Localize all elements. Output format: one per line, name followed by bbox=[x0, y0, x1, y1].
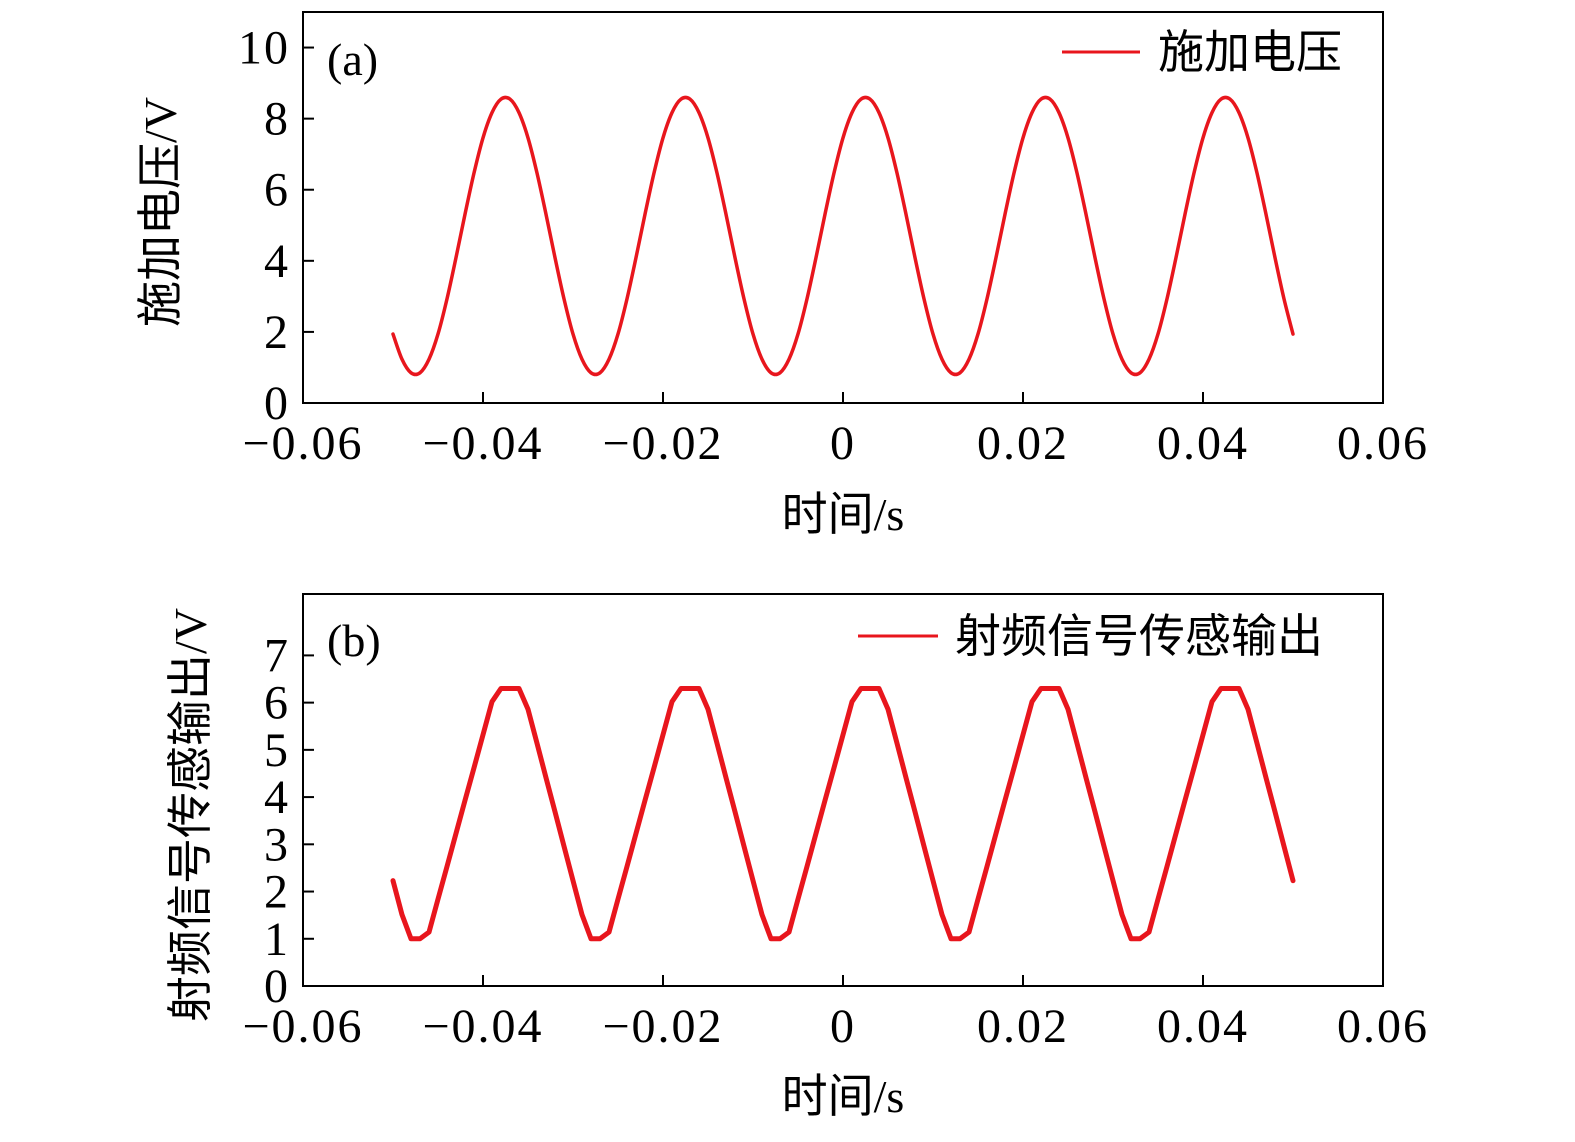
legend-label: 施加电压 bbox=[1158, 27, 1342, 78]
x-tick-label: −0.02 bbox=[602, 1000, 723, 1053]
series-line bbox=[390, 685, 1296, 942]
x-tick-label: −0.06 bbox=[242, 417, 363, 470]
x-axis-label: 时间/s bbox=[782, 1071, 905, 1122]
plot-area: −0.06 −0.04 −0.02 0 0.02 0.04 0.06 0 2 4 6 8 10 bbox=[238, 11, 1429, 470]
y-axis-label: 射频信号传感输出/V bbox=[165, 608, 216, 1022]
y-tick-label: 6 bbox=[264, 677, 290, 730]
x-tick-label: −0.04 bbox=[422, 417, 543, 470]
y-tick-label: 3 bbox=[264, 818, 290, 871]
x-tick-label: 0.04 bbox=[1157, 1000, 1249, 1053]
legend: 射频信号传感输出 bbox=[858, 611, 1323, 662]
x-axis-label: 时间/s bbox=[782, 489, 905, 540]
y-tick-label: 2 bbox=[264, 866, 290, 919]
y-tick-label: 2 bbox=[264, 306, 290, 359]
y-tick-label: 0 bbox=[264, 377, 290, 430]
y-tick-label: 4 bbox=[264, 771, 290, 824]
y-tick-label: 7 bbox=[264, 629, 290, 682]
y-tick-label: 10 bbox=[238, 22, 290, 75]
x-tick-label: −0.04 bbox=[422, 1000, 543, 1053]
x-tick-label: 0 bbox=[830, 1000, 856, 1053]
x-tick-label: 0.02 bbox=[977, 1000, 1069, 1053]
legend-label: 射频信号传感输出 bbox=[955, 611, 1323, 662]
panel-label: (a) bbox=[327, 34, 378, 85]
x-tick-label: 0.06 bbox=[1337, 417, 1429, 470]
y-tick-label: 8 bbox=[264, 93, 290, 146]
y-axis-label: 施加电压/V bbox=[135, 97, 186, 327]
x-tick-label: 0 bbox=[830, 417, 856, 470]
x-tick-label: −0.02 bbox=[602, 417, 723, 470]
legend: 施加电压 bbox=[1062, 27, 1342, 78]
series-line bbox=[391, 95, 1295, 377]
y-tick-label: 1 bbox=[264, 913, 290, 966]
x-tick-label: −0.06 bbox=[242, 1000, 363, 1053]
y-tick-label: 6 bbox=[264, 164, 290, 217]
y-tick-label: 5 bbox=[264, 724, 290, 777]
y-tick-label: 0 bbox=[264, 960, 290, 1013]
y-tick-label: 4 bbox=[264, 235, 290, 288]
x-tick-label: 0.06 bbox=[1337, 1000, 1429, 1053]
x-tick-label: 0.04 bbox=[1157, 417, 1249, 470]
panel-label: (b) bbox=[327, 615, 381, 666]
x-tick-label: 0.02 bbox=[977, 417, 1069, 470]
